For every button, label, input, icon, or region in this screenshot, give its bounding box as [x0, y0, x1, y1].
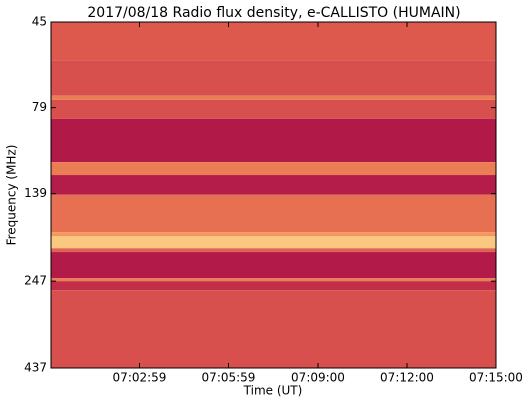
y-tick-label: 45 [32, 15, 47, 29]
flux-band [51, 60, 496, 96]
flux-band [51, 252, 496, 279]
flux-band [51, 194, 496, 233]
x-tick-label: 07:02:59 [113, 371, 167, 385]
flux-band [51, 281, 496, 291]
flux-band [51, 175, 496, 195]
y-axis-label: Frequency (MHz) [5, 145, 19, 246]
flux-band [51, 278, 496, 282]
flux-band [51, 232, 496, 237]
x-tick-label: 07:12:00 [380, 371, 434, 385]
y-tick-label: 139 [24, 186, 47, 200]
flux-band [51, 290, 496, 368]
x-tick-label: 07:09:00 [291, 371, 345, 385]
chart-title: 2017/08/18 Radio flux density, e-CALLIST… [87, 5, 460, 21]
x-tick-label: 07:05:59 [202, 371, 256, 385]
flux-band [51, 118, 496, 163]
y-tick-label: 79 [32, 100, 47, 114]
flux-band [51, 162, 496, 176]
flux-band [51, 95, 496, 100]
flux-band [51, 248, 496, 253]
flux-band [51, 99, 496, 119]
plot-frame [50, 21, 497, 369]
flux-band [51, 22, 496, 61]
y-tick-label: 247 [24, 274, 47, 288]
flux-band [51, 236, 496, 249]
x-tick-label: 07:15:00 [469, 371, 523, 385]
x-axis-label: Time (UT) [243, 384, 303, 398]
y-tick-label: 437 [24, 361, 47, 375]
